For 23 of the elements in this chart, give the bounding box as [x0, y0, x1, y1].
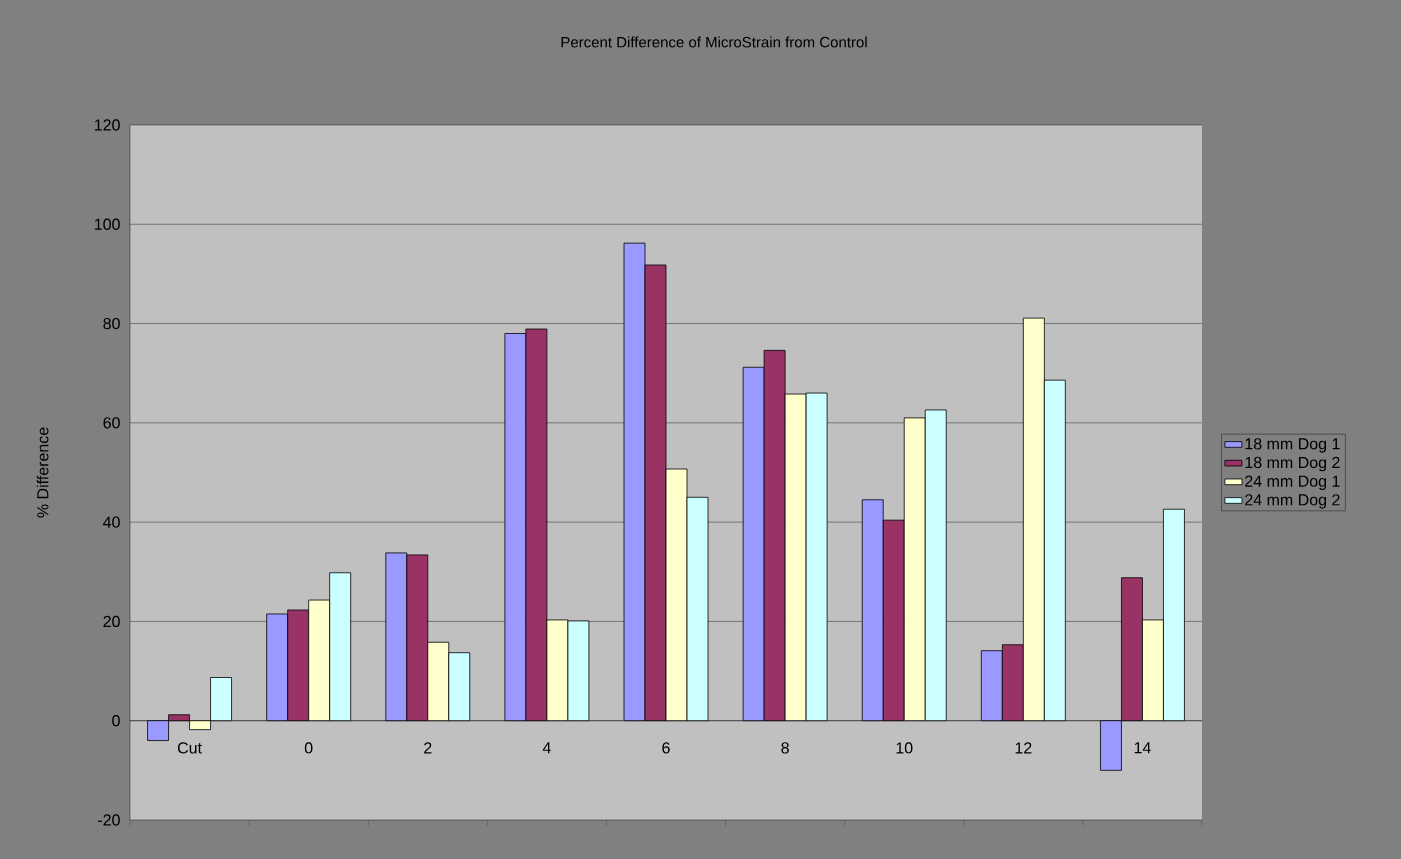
- x-tick-label: 14: [1134, 742, 1151, 754]
- legend-label: 24 mm Dog 2: [1245, 494, 1340, 509]
- legend-label: 24 mm Dog 1: [1245, 475, 1340, 490]
- y-tick-label: 60: [103, 417, 120, 429]
- x-tick-label: 6: [662, 742, 670, 754]
- x-tick-label: 2: [424, 742, 432, 754]
- x-tick-label: 0: [304, 742, 313, 754]
- y-tick-label: 120: [95, 119, 120, 131]
- y-axis-title: % Difference: [36, 427, 49, 518]
- y-tick-label: 80: [103, 317, 120, 330]
- legend-label: 18 mm Dog 1: [1245, 438, 1340, 453]
- y-tick-label: 20: [103, 615, 120, 628]
- y-tick-label: 0: [112, 715, 120, 727]
- chart-title: Percent Difference of MicroStrain from Control: [561, 36, 867, 48]
- legend-label: 18 mm Dog 2: [1245, 456, 1340, 472]
- x-tick-label: 4: [542, 742, 551, 754]
- y-tick-label: 100: [95, 218, 120, 230]
- y-tick-label: 40: [103, 516, 120, 528]
- y-tick-label: -20: [98, 814, 120, 826]
- x-tick-label: 12: [1015, 742, 1032, 754]
- x-tick-label: Cut: [177, 742, 202, 754]
- x-tick-label: 8: [781, 742, 789, 754]
- x-tick-label: 10: [896, 742, 913, 754]
